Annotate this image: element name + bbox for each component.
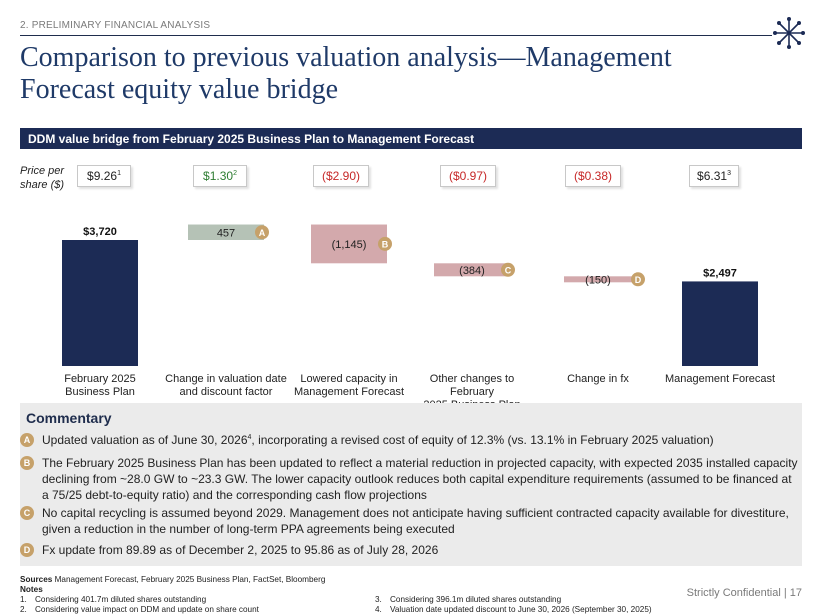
bar-2 [188,224,264,240]
commentary-text: The February 2025 Business Plan has been… [42,456,798,502]
starburst-icon [773,17,805,49]
category-label-line1: February 2025 [64,373,136,385]
category-label-line1: Management Forecast [664,373,776,385]
commentary-text: Fx update from 89.89 as of December 2, 2… [42,543,439,557]
badge-circle [631,272,645,287]
data-label: (1,145) [332,239,367,251]
waterfall-chart: $3,720 457 A (1,145) B (384) C (150) D $2,497 [62,224,758,366]
badge-letter: D [635,275,642,285]
data-label: (384) [459,265,485,277]
sources-label: Sources [20,575,53,584]
section-label: 2. PRELIMINARY FINANCIAL ANALYSIS [20,20,211,31]
commentary-title: Commentary [26,410,112,426]
category-label-line2: and discount factor [179,386,273,398]
bar-6 [682,281,758,366]
bar-4 [434,263,510,277]
price-box: $1.302 [193,165,247,187]
price-value: $6.31 [697,169,728,183]
category-label-line1: Change in fx [567,373,629,385]
badge-a: A [20,433,34,447]
price-footnote: 1 [117,170,121,177]
badge-circle [255,225,269,240]
price-box: ($0.38) [565,165,621,187]
data-label: $2,497 [703,267,737,279]
category-label: Change in fx [533,373,663,386]
bar-3 [311,224,387,264]
data-label: 457 [217,227,235,239]
badge-d: D [20,543,34,557]
category-label-line2: Management Forecast [293,386,405,398]
badge-b: B [20,456,34,470]
category-label-line2: Business Plan [65,386,135,398]
sources-line: Sources Management Forecast, February 20… [20,575,325,585]
note-4: 4. Valuation date updated discount to Ju… [375,605,652,614]
price-footnote: 3 [727,170,731,177]
commentary-item-d: D Fx update from 89.89 as of December 2,… [20,542,798,558]
data-label: (150) [585,274,611,286]
price-value: ($2.90) [321,169,361,183]
commentary-item-c: C No capital recycling is assumed beyond… [20,505,798,537]
price-box: $6.313 [689,165,739,187]
category-label: Change in valuation date and discount fac… [161,373,291,399]
bar-1 [62,240,138,366]
confidential-label: Strictly Confidential | 17 [686,587,802,599]
top-rule [20,35,772,36]
sources-text: Management Forecast, February 2025 Busin… [54,575,326,584]
note-2: 2. Considering value impact on DDM and u… [20,605,259,614]
price-box: ($2.90) [313,165,369,187]
note-3: 3. Considering 396.1m diluted shares out… [375,595,562,604]
price-label-line1: Price per [20,165,65,177]
price-value: ($0.97) [448,169,488,183]
price-box: ($0.97) [440,165,496,187]
footnote-ref: 4 [247,434,252,441]
category-label: Management Forecast [655,373,785,386]
price-per-share-label: Price per share ($) [20,164,64,192]
commentary-text: Updated valuation as of June 30, 2026 [42,433,248,447]
price-box: $9.261 [77,165,131,187]
badge-c: C [20,506,34,520]
badge-letter: B [382,239,389,249]
bar-5 [564,276,632,283]
commentary-item-b: B The February 2025 Business Plan has be… [20,455,798,503]
chart-banner: DDM value bridge from February 2025 Busi… [20,128,802,149]
price-label-line2: share ($) [20,179,65,191]
category-label: Lowered capacity in Management Forecast [284,373,414,399]
note-1: 1. Considering 401.7m diluted shares out… [20,595,207,604]
commentary-panel: Commentary A Updated valuation as of Jun… [20,403,802,566]
page-title: Comparison to previous valuation analysi… [20,42,672,105]
badge-letter: A [259,228,266,238]
badge-circle [501,262,515,277]
commentary-text: No capital recycling is assumed beyond 2… [42,506,789,536]
commentary-text-cont: , incorporating a revised cost of equity… [251,433,714,447]
category-label: February 2025 Business Plan [35,373,165,399]
badge-circle [378,236,392,251]
price-value: $1.30 [203,169,234,183]
notes-label: Notes [20,585,43,594]
data-label: $3,720 [83,226,117,238]
price-value: ($0.38) [573,169,613,183]
category-label-line1: Change in valuation date [165,373,287,385]
price-value: $9.26 [87,169,118,183]
price-footnote: 2 [233,170,237,177]
category-label-line1: Lowered capacity in [300,373,398,385]
category-label-line1: Other changes to February [429,373,515,398]
commentary-item-a: A Updated valuation as of June 30, 20264… [20,432,798,448]
badge-letter: C [505,265,512,275]
